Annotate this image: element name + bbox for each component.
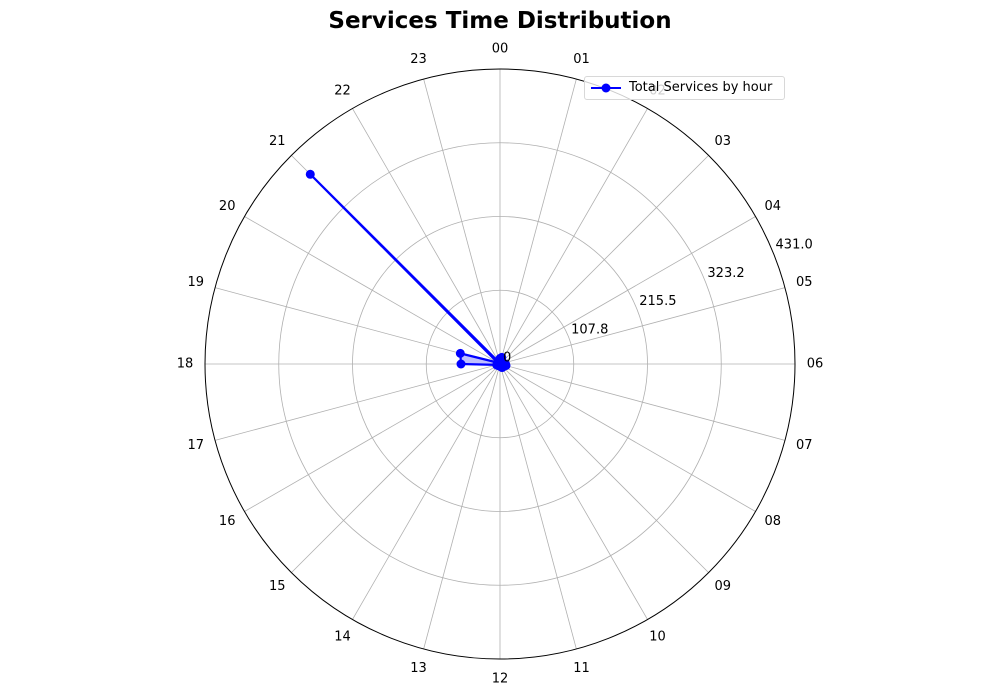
angular-tick-label: 09 xyxy=(714,579,731,594)
radial-tick-label: 431.0 xyxy=(776,238,813,253)
angular-tick-label: 14 xyxy=(334,629,351,644)
angular-tick-label: 13 xyxy=(410,661,427,676)
angular-tick-label: 08 xyxy=(765,514,782,529)
angular-tick-label: 18 xyxy=(177,357,194,372)
radial-tick-label: 0 xyxy=(503,351,511,366)
radial-tick-label: 107.8 xyxy=(571,322,608,337)
series-layer xyxy=(305,169,511,373)
angular-tick-label: 11 xyxy=(573,661,590,676)
angular-tick-label: 20 xyxy=(219,199,236,214)
angular-tick-label: 07 xyxy=(796,438,813,453)
legend-label: Total Services by hour xyxy=(629,80,773,95)
angular-tick-label: 16 xyxy=(219,514,236,529)
legend: Total Services by hour xyxy=(584,76,785,100)
legend-line-marker-icon xyxy=(591,83,621,93)
angular-tick-label: 05 xyxy=(796,275,813,290)
angular-tick-label: 01 xyxy=(573,52,590,67)
angular-tick-label: 00 xyxy=(492,42,509,57)
angular-tick-label: 03 xyxy=(714,134,731,149)
polar-frame xyxy=(204,68,796,660)
data-point-21 xyxy=(305,169,315,179)
radial-gridline xyxy=(278,142,722,586)
angular-tick-label: 06 xyxy=(807,357,824,372)
data-point-18 xyxy=(456,359,466,369)
angular-tick-label: 15 xyxy=(269,579,286,594)
angular-tick-label: 23 xyxy=(410,52,427,67)
radial-gridline xyxy=(352,216,648,512)
radial-gridline xyxy=(425,289,575,439)
series-line xyxy=(309,173,508,369)
angular-tick-label: 19 xyxy=(187,275,204,290)
angular-tick-label: 21 xyxy=(269,134,286,149)
label-layer: 0001020304050607080910111213141516171819… xyxy=(177,42,824,687)
data-point-19 xyxy=(455,348,465,358)
angular-tick-label: 17 xyxy=(187,438,204,453)
radial-tick-label: 215.5 xyxy=(639,294,676,309)
angular-tick-label: 22 xyxy=(334,84,351,99)
radial-tick-label: 323.2 xyxy=(707,266,744,281)
data-point-23 xyxy=(494,356,504,366)
angular-tick-label: 12 xyxy=(492,672,509,687)
angular-tick-label: 10 xyxy=(649,629,666,644)
angular-tick-label: 04 xyxy=(765,199,782,214)
chart-title: Services Time Distribution xyxy=(328,8,672,34)
